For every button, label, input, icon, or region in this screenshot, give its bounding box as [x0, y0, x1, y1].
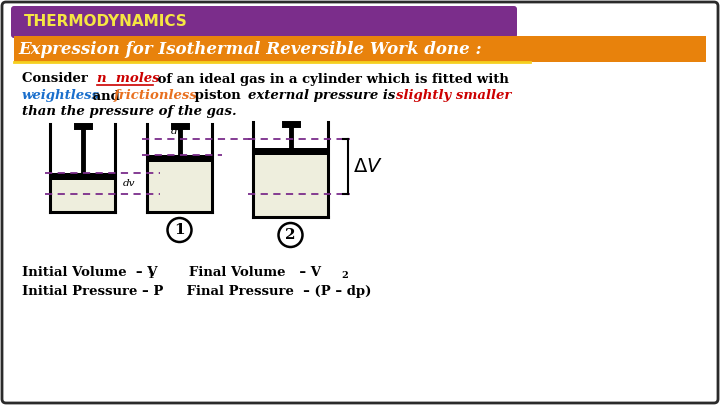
Text: and: and	[88, 90, 125, 102]
Text: weightless: weightless	[22, 90, 100, 102]
Text: external pressure is: external pressure is	[248, 90, 400, 102]
Text: dv: dv	[123, 179, 135, 188]
Text: slightly smaller: slightly smaller	[396, 90, 511, 102]
Text: Initial Pressure – P     Final Pressure  – (P – dp): Initial Pressure – P Final Pressure – (P…	[22, 286, 372, 298]
Text: Initial Volume  – V: Initial Volume – V	[22, 266, 158, 279]
Text: than the pressure of the gas.: than the pressure of the gas.	[22, 105, 237, 119]
Text: of an ideal gas in a cylinder which is fitted with: of an ideal gas in a cylinder which is f…	[153, 72, 509, 85]
Text: n  moles: n moles	[97, 72, 160, 85]
Circle shape	[279, 223, 302, 247]
Bar	[50, 173, 115, 180]
Bar	[147, 155, 212, 162]
Text: piston: piston	[190, 90, 259, 102]
Text: $\Delta V$: $\Delta V$	[353, 158, 383, 175]
Bar	[14, 36, 706, 62]
Circle shape	[168, 218, 192, 242]
Text: 2: 2	[341, 271, 348, 281]
Text: THERMODYNAMICS: THERMODYNAMICS	[24, 15, 188, 30]
Bar	[147, 162, 212, 212]
Bar	[147, 155, 212, 162]
Text: dv: dv	[171, 127, 184, 136]
FancyBboxPatch shape	[11, 6, 517, 38]
Text: 1: 1	[148, 271, 155, 281]
Text: frictionless: frictionless	[114, 90, 198, 102]
Bar	[253, 155, 328, 217]
Text: Consider: Consider	[22, 72, 97, 85]
Text: 1: 1	[174, 223, 185, 237]
Text: Expression for Isothermal Reversible Work done :: Expression for Isothermal Reversible Wor…	[18, 40, 482, 58]
Bar	[50, 180, 115, 212]
Text: Final Volume   – V: Final Volume – V	[175, 266, 321, 279]
Text: 2: 2	[285, 228, 296, 242]
Bar	[253, 148, 328, 155]
